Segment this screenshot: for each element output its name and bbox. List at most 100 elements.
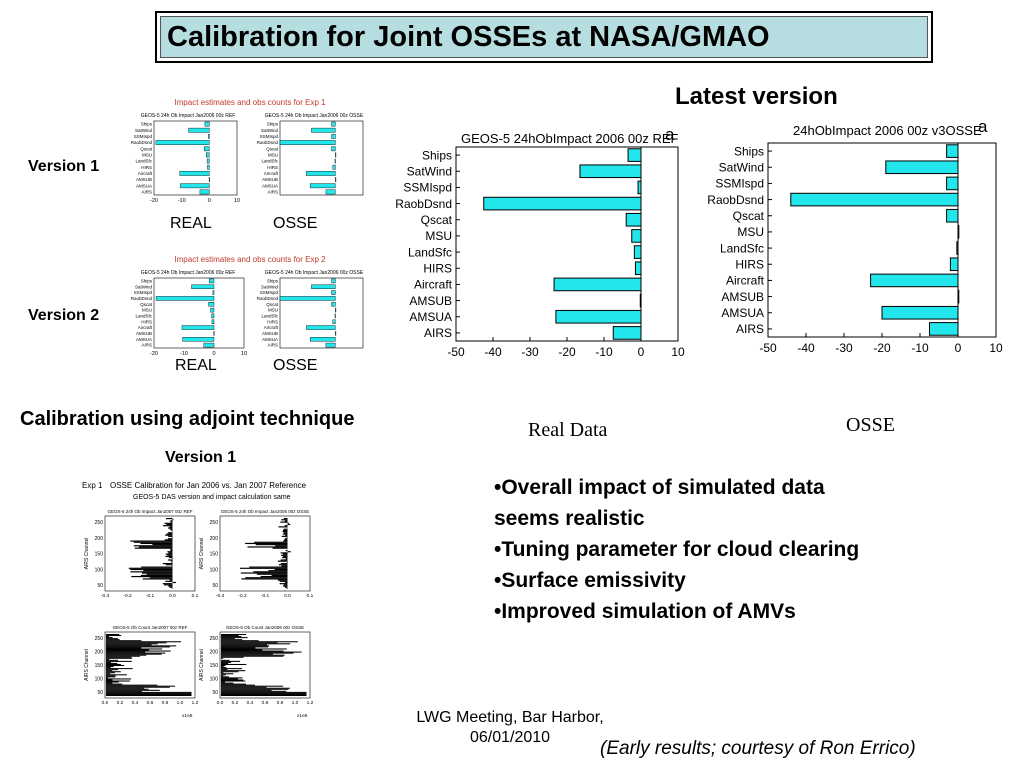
- mini-category-label: HIRS: [141, 319, 152, 324]
- bar-SatWind: [885, 160, 959, 175]
- x-tick-label: -30: [835, 341, 853, 355]
- adj-bar: [282, 531, 288, 533]
- adj-x-tick-label: 0.1: [192, 593, 199, 599]
- adj-bar: [283, 532, 288, 534]
- exp1-small-figure: Impact estimates and obs counts for Exp …: [131, 98, 364, 204]
- adj-bar: [106, 640, 142, 642]
- mini-bar: [155, 140, 210, 145]
- adj-bar: [221, 675, 224, 677]
- mini-bar: [331, 302, 336, 307]
- bullet-item: •Overall impact of simulated data: [494, 476, 825, 499]
- mini-bar: [208, 302, 215, 307]
- mini-bar: [335, 152, 337, 158]
- adj-y-tick-label: 100: [210, 567, 219, 573]
- mini-bar: [208, 134, 210, 139]
- mini-bar: [208, 177, 210, 182]
- mini-category-label: AMSUA: [262, 337, 278, 342]
- adjoint-header-sub: GEOS-5 DAS version and impact calculatio…: [133, 494, 291, 501]
- mini-frame: [153, 277, 245, 349]
- version1-label: Version 1: [28, 158, 100, 175]
- mini-x-tick-label: -10: [178, 198, 186, 204]
- mini-category-label: SatWind: [135, 128, 153, 133]
- adj-x-tick-label: 0.0: [284, 593, 291, 599]
- adj-bar: [287, 522, 289, 524]
- adj-bar: [284, 520, 288, 522]
- adj-bar: [106, 670, 113, 672]
- adj-bar: [106, 635, 122, 637]
- adj-y-tick-label: 100: [95, 567, 104, 573]
- bullet-list: •Overall impact of simulated data seems …: [494, 472, 859, 627]
- category-label: SatWind: [719, 160, 764, 174]
- adj-bar: [274, 568, 288, 571]
- adj-bar: [106, 687, 145, 689]
- adj-bar: [221, 679, 244, 681]
- bar-HIRS: [949, 257, 959, 272]
- adj-bar: [287, 551, 291, 553]
- adj-bar: [106, 652, 166, 654]
- mini-category-label: AMSUB: [262, 331, 278, 336]
- adj-bar: [141, 572, 173, 574]
- adj-bar: [142, 578, 173, 580]
- bar-MSU: [631, 229, 642, 243]
- title-box: Calibration for Joint OSSEs at NASA/GMAO: [155, 11, 933, 63]
- x-tick-label: -50: [759, 341, 777, 355]
- adj-bar: [140, 574, 173, 576]
- mini-category-label: Qscat: [266, 146, 279, 151]
- adj-bar: [172, 519, 174, 521]
- adj-x-tick-label: -0.1: [261, 593, 270, 599]
- adj-bar: [106, 663, 121, 665]
- adj-y-label: AIRS Channel: [84, 649, 90, 681]
- mini-bar: [204, 121, 210, 127]
- mini-bar: [331, 290, 336, 295]
- category-label: AIRS: [424, 326, 452, 340]
- adj-bar: [106, 666, 114, 668]
- mini-category-label: LandSfc: [261, 159, 278, 164]
- mini-category-label: AMSUA: [136, 183, 152, 188]
- mini-category-label: Qscat: [140, 146, 153, 151]
- mini-category-label: AMSUA: [136, 337, 152, 342]
- adj-bar: [280, 559, 288, 561]
- mini-category-label: SSMIspd: [134, 134, 153, 139]
- adj-bar: [221, 646, 269, 648]
- mini-x-tick-label: 0: [212, 351, 215, 357]
- adj-bar: [169, 579, 173, 581]
- bar-Qscat: [946, 208, 959, 223]
- adj-bar: [256, 573, 288, 575]
- adj-bar: [285, 558, 288, 560]
- adj-y-label: AIRS Channel: [199, 538, 205, 570]
- adj-bar: [106, 646, 171, 648]
- adj-bar: [272, 547, 288, 549]
- adj-bar: [168, 532, 173, 534]
- adj-bar: [221, 686, 267, 688]
- bar-Aircraft: [553, 277, 642, 292]
- adj-bar: [171, 565, 173, 567]
- mini-category-label: AIRS: [267, 190, 278, 195]
- adj-bar: [282, 533, 288, 535]
- mini-category-label: Ships: [141, 279, 153, 284]
- adj-bar: [221, 667, 227, 669]
- adj-x-tick-label: 0.4: [247, 700, 254, 706]
- adj-bar: [283, 540, 288, 542]
- mini-bar: [204, 146, 210, 152]
- mini-frame: [153, 120, 238, 196]
- adj-bar: [283, 584, 288, 586]
- adj-bar: [170, 520, 173, 522]
- adj-bar: [221, 681, 225, 683]
- adj-bar: [168, 527, 173, 529]
- x-tick-label: 10: [989, 341, 1003, 355]
- mini-x-tick-label: 10: [234, 198, 240, 204]
- mini-bar: [180, 183, 210, 189]
- adj-bar: [106, 668, 133, 670]
- footer-line1: LWG Meeting, Bar Harbor,: [416, 709, 604, 726]
- mini-x-tick-label: 10: [241, 351, 247, 357]
- adj-bar: [106, 636, 110, 638]
- adj-bar: [164, 584, 173, 586]
- mini-category-label: MSU: [142, 308, 152, 313]
- adj-x-tick-label: -0.3: [216, 593, 225, 599]
- adj-x-tick-label: 0.0: [169, 593, 176, 599]
- adjoint-exp-label: Exp 1: [82, 481, 103, 490]
- adj-bar: [106, 686, 170, 688]
- category-label: AMSUB: [409, 294, 452, 308]
- mini-category-label: RaobDsnd: [131, 140, 153, 145]
- adj-bar: [106, 671, 121, 673]
